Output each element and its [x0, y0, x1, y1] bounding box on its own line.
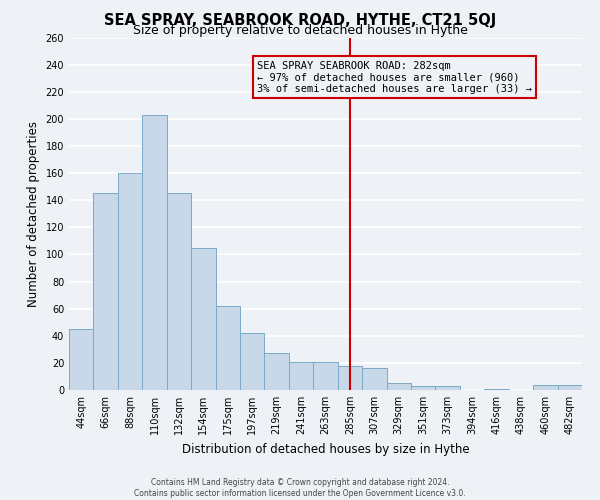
Bar [142, 115, 167, 390]
Bar [362, 368, 386, 390]
Bar [289, 362, 313, 390]
Bar [94, 194, 118, 390]
Bar [167, 194, 191, 390]
Bar [484, 388, 509, 390]
Bar [265, 354, 289, 390]
Bar [191, 248, 215, 390]
Bar [240, 333, 265, 390]
Y-axis label: Number of detached properties: Number of detached properties [27, 120, 40, 306]
Bar [436, 386, 460, 390]
Text: Size of property relative to detached houses in Hythe: Size of property relative to detached ho… [133, 24, 467, 37]
Bar [386, 383, 411, 390]
Bar [411, 386, 436, 390]
Bar [557, 384, 582, 390]
Bar [313, 362, 338, 390]
X-axis label: Distribution of detached houses by size in Hythe: Distribution of detached houses by size … [182, 442, 469, 456]
Bar [118, 173, 142, 390]
Bar [533, 384, 557, 390]
Bar [215, 306, 240, 390]
Bar [338, 366, 362, 390]
Text: Contains HM Land Registry data © Crown copyright and database right 2024.
Contai: Contains HM Land Registry data © Crown c… [134, 478, 466, 498]
Bar [69, 329, 94, 390]
Text: SEA SPRAY SEABROOK ROAD: 282sqm
← 97% of detached houses are smaller (960)
3% of: SEA SPRAY SEABROOK ROAD: 282sqm ← 97% of… [257, 60, 532, 94]
Text: SEA SPRAY, SEABROOK ROAD, HYTHE, CT21 5QJ: SEA SPRAY, SEABROOK ROAD, HYTHE, CT21 5Q… [104, 12, 496, 28]
